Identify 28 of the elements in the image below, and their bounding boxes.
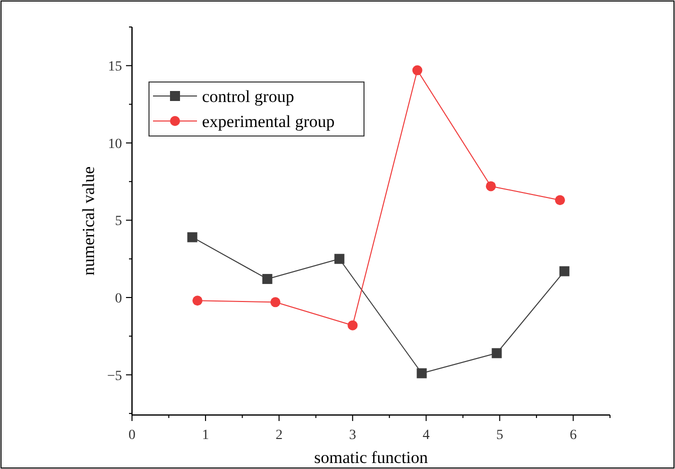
point xyxy=(192,296,202,306)
y-tick-label: −5 xyxy=(107,368,122,384)
point xyxy=(416,368,427,378)
legend-label: experimental group xyxy=(202,112,335,131)
point xyxy=(492,348,502,358)
point xyxy=(348,320,358,330)
x-tick-label: 1 xyxy=(202,428,210,443)
point xyxy=(486,181,496,192)
x-tick-label: 2 xyxy=(276,428,283,443)
point xyxy=(270,297,280,308)
x-tick-label: 6 xyxy=(570,428,577,443)
x-tick-label: 5 xyxy=(496,428,504,443)
y-tick-label: 0 xyxy=(115,292,122,307)
y-tick-label: 5 xyxy=(115,214,122,230)
point xyxy=(334,254,344,264)
point xyxy=(412,65,422,76)
point xyxy=(554,195,565,206)
y-tick-label: 10 xyxy=(108,136,122,152)
point xyxy=(187,232,198,242)
y-tick-label: 15 xyxy=(108,60,122,75)
x-tick-label: 3 xyxy=(349,428,356,443)
x-tick-label: 4 xyxy=(422,428,430,443)
legend-label: control group xyxy=(202,87,294,106)
y-axis-title: numerical value xyxy=(79,166,98,276)
point xyxy=(559,266,570,276)
point xyxy=(262,274,272,284)
x-axis-title: somatic function xyxy=(314,448,428,467)
x-tick-label: 0 xyxy=(128,428,136,443)
